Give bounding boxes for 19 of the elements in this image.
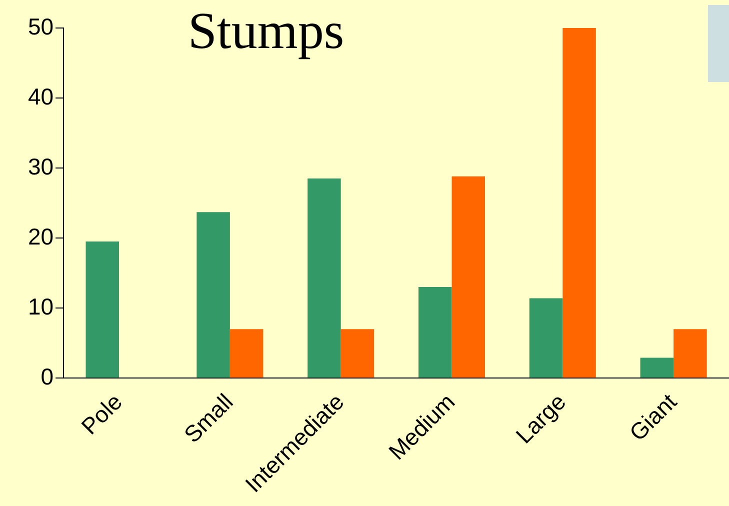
y-tick-label: 0 <box>40 363 54 390</box>
bar <box>230 329 264 378</box>
y-tick-label: 50 <box>28 13 54 40</box>
bar <box>308 178 341 378</box>
bar <box>529 298 563 378</box>
bar <box>418 287 452 378</box>
y-tick-label: 30 <box>28 153 54 180</box>
bar <box>340 329 374 378</box>
x-tick-label: Pole <box>76 388 128 440</box>
y-tick-label: 10 <box>28 293 54 320</box>
bar <box>196 212 230 378</box>
y-tick-label: 40 <box>28 83 54 110</box>
bar <box>452 176 486 378</box>
bar <box>86 242 120 378</box>
bar <box>640 358 674 378</box>
bar <box>562 28 596 378</box>
chart-title: Stumps <box>188 2 344 61</box>
y-tick-label: 20 <box>28 223 54 250</box>
bar <box>674 329 707 378</box>
